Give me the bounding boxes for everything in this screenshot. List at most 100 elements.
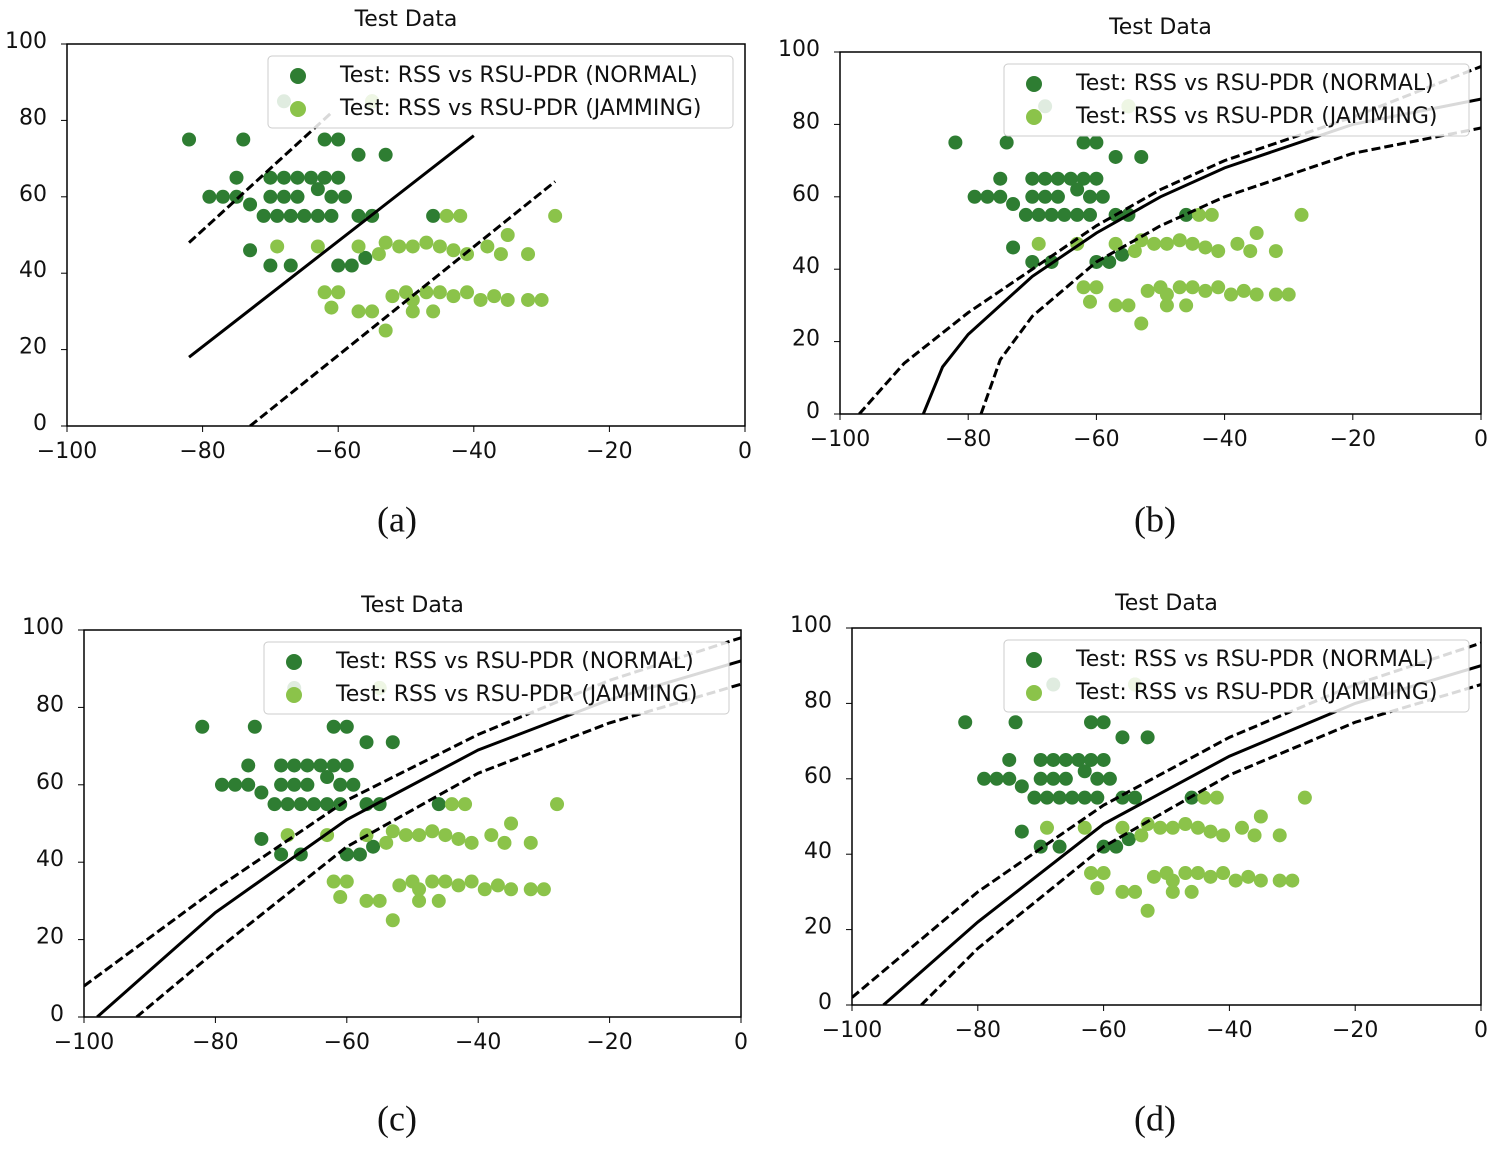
- y-tick-label: 60: [19, 182, 47, 207]
- point: [351, 239, 366, 254]
- point: [425, 824, 440, 839]
- point: [1006, 197, 1021, 212]
- point: [306, 797, 321, 812]
- y-tick-label: 20: [804, 915, 832, 940]
- point: [1082, 207, 1097, 222]
- point: [451, 831, 466, 846]
- point: [1147, 236, 1162, 251]
- legend-label: Test: RSS vs RSU-PDR (JAMMING): [339, 96, 701, 121]
- y-tick-label: 40: [19, 258, 47, 283]
- point: [500, 292, 515, 307]
- point: [412, 893, 427, 908]
- point: [451, 878, 466, 893]
- x-tick-label: −100: [54, 1030, 114, 1055]
- y-tick-label: 80: [792, 109, 820, 134]
- point: [214, 777, 229, 792]
- point: [274, 847, 289, 862]
- point: [254, 785, 269, 800]
- subplot: Test Data (d) −100 −80 −60 −40 −20 0 0 20 40 60 80 10…: [790, 591, 1488, 1138]
- point: [1108, 236, 1123, 251]
- point: [324, 300, 339, 315]
- point: [1058, 752, 1073, 767]
- point: [1033, 752, 1048, 767]
- x-tick-label: −20: [586, 439, 632, 464]
- point: [425, 874, 440, 889]
- point: [317, 170, 332, 185]
- legend-marker: [1026, 685, 1042, 701]
- point: [1027, 790, 1042, 805]
- y-tick-label: 40: [36, 847, 64, 872]
- point: [1178, 817, 1193, 832]
- legend-label: Test: RSS vs RSU-PDR (NORMAL): [1075, 647, 1434, 672]
- point: [1209, 790, 1224, 805]
- point: [980, 189, 995, 204]
- point: [1108, 149, 1123, 164]
- point: [351, 147, 366, 162]
- point: [1253, 873, 1268, 888]
- point: [1211, 280, 1226, 295]
- point: [1077, 820, 1092, 835]
- point: [1018, 207, 1033, 222]
- point: [1272, 828, 1287, 843]
- point: [290, 189, 305, 204]
- point: [1071, 752, 1086, 767]
- point: [385, 824, 400, 839]
- x-tick-label: −60: [1073, 427, 1119, 452]
- point: [1228, 873, 1243, 888]
- legend-marker: [1026, 76, 1042, 92]
- point: [1089, 135, 1104, 150]
- point: [1084, 715, 1099, 730]
- point: [464, 874, 479, 889]
- point: [1134, 316, 1149, 331]
- point: [300, 758, 315, 773]
- point: [548, 208, 563, 223]
- point: [1039, 820, 1054, 835]
- point: [385, 289, 400, 304]
- point: [536, 882, 551, 897]
- point: [290, 170, 305, 185]
- decision-line: [979, 126, 1481, 414]
- point: [280, 797, 295, 812]
- point: [1134, 828, 1149, 843]
- point: [948, 135, 963, 150]
- x-tick-label: −100: [810, 427, 870, 452]
- point: [1084, 866, 1099, 881]
- point: [324, 208, 339, 223]
- y-tick-label: 20: [19, 335, 47, 360]
- point: [351, 304, 366, 319]
- decision-line: [920, 683, 1481, 1005]
- point: [1128, 884, 1143, 899]
- point: [1268, 244, 1283, 259]
- x-tick-label: −80: [945, 427, 991, 452]
- y-tick-label: 100: [5, 29, 47, 54]
- point: [293, 797, 308, 812]
- point: [333, 890, 348, 905]
- point: [300, 777, 315, 792]
- point: [405, 292, 420, 307]
- point: [464, 835, 479, 850]
- x-tick-label: −100: [37, 439, 97, 464]
- chart-title: Test Data: [360, 593, 464, 618]
- point: [371, 247, 386, 262]
- point: [1065, 790, 1080, 805]
- point: [1044, 207, 1059, 222]
- point: [359, 735, 374, 750]
- point: [372, 893, 387, 908]
- point: [1268, 287, 1283, 302]
- point: [247, 719, 262, 734]
- point: [521, 247, 536, 262]
- subplot: Test Data (b) −100 −80 −60 −40 −20 0 0 20 40 60 80 10…: [778, 15, 1488, 539]
- point: [344, 258, 359, 273]
- point: [487, 289, 502, 304]
- point: [1159, 236, 1174, 251]
- point: [1281, 287, 1296, 302]
- point: [263, 258, 278, 273]
- x-tick-label: −100: [822, 1018, 882, 1043]
- point: [1285, 873, 1300, 888]
- y-tick-label: 80: [36, 692, 64, 717]
- point: [1070, 182, 1085, 197]
- point: [1033, 771, 1048, 786]
- point: [1140, 730, 1155, 745]
- chart-title: Test Data: [1108, 15, 1212, 40]
- point: [534, 292, 549, 307]
